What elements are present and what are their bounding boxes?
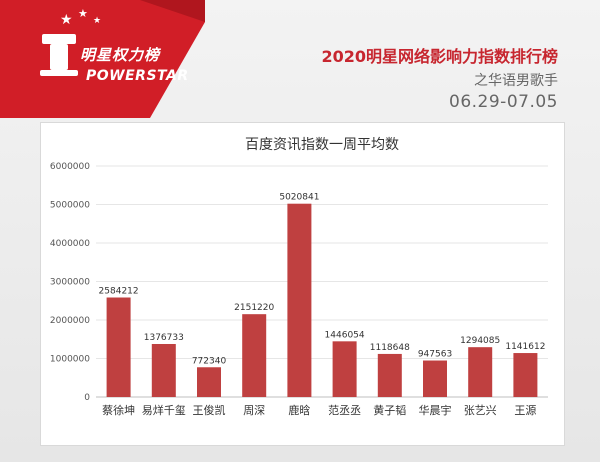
bar [468,347,493,397]
y-tick-label: 0 [84,393,90,403]
bar [423,360,447,397]
data-label: 1294085 [460,336,500,346]
data-label: 1376733 [144,333,184,343]
bar [513,353,538,397]
x-tick-label: 蔡徐坤 [102,403,135,417]
x-tick-label: 周深 [243,404,265,417]
chart-card: 百度资讯指数一周平均数 0 1000000 2000000 3000000 4000000… [40,122,565,446]
svg-text:★: ★ [93,16,101,26]
x-tick-label: 华晨宇 [419,403,452,417]
x-tick-label: 鹿晗 [288,403,310,417]
bar [377,353,402,397]
bar [287,203,312,397]
data-label: 947563 [418,350,452,360]
x-tick-label: 黄子韬 [373,403,406,417]
svg-text:★: ★ [78,7,88,20]
data-label: 1141612 [505,342,545,352]
ranking-title: 2020明星网络影响力指数排行榜 [321,47,558,66]
x-tick-label: 王源 [514,403,536,417]
bar [151,343,176,397]
date-range: 06.29-07.05 [449,92,558,112]
bar [332,341,357,397]
data-label: 5020841 [279,193,319,203]
x-tick-label: 范丞丞 [328,403,361,417]
x-tick-label: 王俊凯 [193,403,226,417]
y-tick-label: 5000000 [50,201,90,211]
ranking-subtitle: 之华语男歌手 [474,73,558,89]
logo-name-cn: 明星权力榜 [80,46,161,64]
bar [106,297,131,397]
chart-title: 百度资讯指数一周平均数 [245,137,399,153]
data-label: 2151220 [234,303,274,313]
y-tick-label: 4000000 [50,239,90,249]
bar [197,367,221,397]
bar [242,314,267,397]
x-tick-label: 张艺兴 [464,404,497,417]
logo-name-en: POWERSTAR [86,68,189,84]
bar-chart: 百度资讯指数一周平均数 0 1000000 2000000 3000000 4000000… [50,137,548,417]
powerstar-logo: ★ ★ ★ 明星权力榜 POWERSTAR [0,0,205,118]
data-label: 2584212 [99,287,139,297]
svg-text:★: ★ [60,12,73,28]
y-tick-label: 1000000 [50,355,90,365]
y-tick-label: 2000000 [50,316,90,326]
y-tick-label: 3000000 [50,278,90,288]
x-tick-label: 易烊千玺 [142,403,186,417]
data-label: 1118648 [370,343,410,353]
y-tick-label: 6000000 [50,162,90,172]
data-label: 1446054 [325,330,365,340]
data-label: 772340 [192,356,227,366]
